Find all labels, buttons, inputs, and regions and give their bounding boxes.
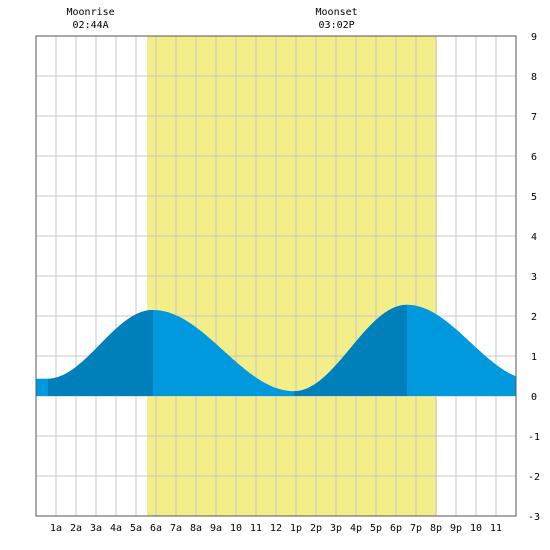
y-tick-label: 9 xyxy=(531,32,537,43)
x-tick-label: 3p xyxy=(330,523,342,534)
y-tick-label: 1 xyxy=(531,352,537,363)
x-tick-label: 6a xyxy=(150,523,162,534)
x-tick-label: 1a xyxy=(50,523,62,534)
x-tick-label: 5p xyxy=(370,523,382,534)
y-tick-label: 4 xyxy=(531,232,537,243)
y-tick-label: 7 xyxy=(531,112,537,123)
x-tick-label: 1p xyxy=(290,523,302,534)
y-tick-label: 8 xyxy=(531,72,537,83)
y-tick-label: -1 xyxy=(528,432,540,443)
y-tick-label: 5 xyxy=(531,192,537,203)
x-tick-label: 6p xyxy=(390,523,402,534)
x-tick-labels: 1a 2a 3a 4a 5a 6a 7a 8a 9a 10 11 12 1p 2p 3p 4p 5p 6p 7p 8p… xyxy=(50,523,502,534)
x-tick-label: 3a xyxy=(90,523,102,534)
x-tick-label: 10 xyxy=(470,523,482,534)
grid-lines xyxy=(36,36,516,516)
x-tick-label: 11 xyxy=(490,523,502,534)
y-tick-label: -3 xyxy=(528,512,540,523)
moonset-label: Moonset xyxy=(316,7,358,18)
x-tick-label: 7a xyxy=(170,523,182,534)
y-tick-label: 2 xyxy=(531,312,537,323)
moonrise-time: 02:44A xyxy=(73,20,109,31)
x-tick-label: 2a xyxy=(70,523,82,534)
y-tick-label: -2 xyxy=(528,472,540,483)
x-tick-label: 10 xyxy=(230,523,242,534)
x-tick-label: 9a xyxy=(210,523,222,534)
y-tick-labels: -3 -2 -1 0 1 2 3 4 5 6 7 8 9 xyxy=(528,32,540,523)
x-tick-label: 9p xyxy=(450,523,462,534)
y-tick-label: 0 xyxy=(531,392,537,403)
x-tick-label: 4a xyxy=(110,523,122,534)
x-tick-label: 5a xyxy=(130,523,142,534)
x-tick-label: 7p xyxy=(410,523,422,534)
moonrise-label: Moonrise xyxy=(67,7,115,18)
moonset-time: 03:02P xyxy=(319,20,355,31)
x-tick-label: 8p xyxy=(430,523,442,534)
tide-area xyxy=(36,304,516,396)
x-tick-label: 11 xyxy=(250,523,262,534)
tide-area-dark xyxy=(294,304,407,396)
plot-frame xyxy=(35,35,517,517)
tide-area-dark xyxy=(48,310,153,396)
x-tick-label: 8a xyxy=(190,523,202,534)
y-tick-label: 6 xyxy=(531,152,537,163)
x-tick-label: 12 xyxy=(270,523,282,534)
x-tick-label: 2p xyxy=(310,523,322,534)
x-tick-label: 4p xyxy=(350,523,362,534)
y-tick-label: 3 xyxy=(531,272,537,283)
